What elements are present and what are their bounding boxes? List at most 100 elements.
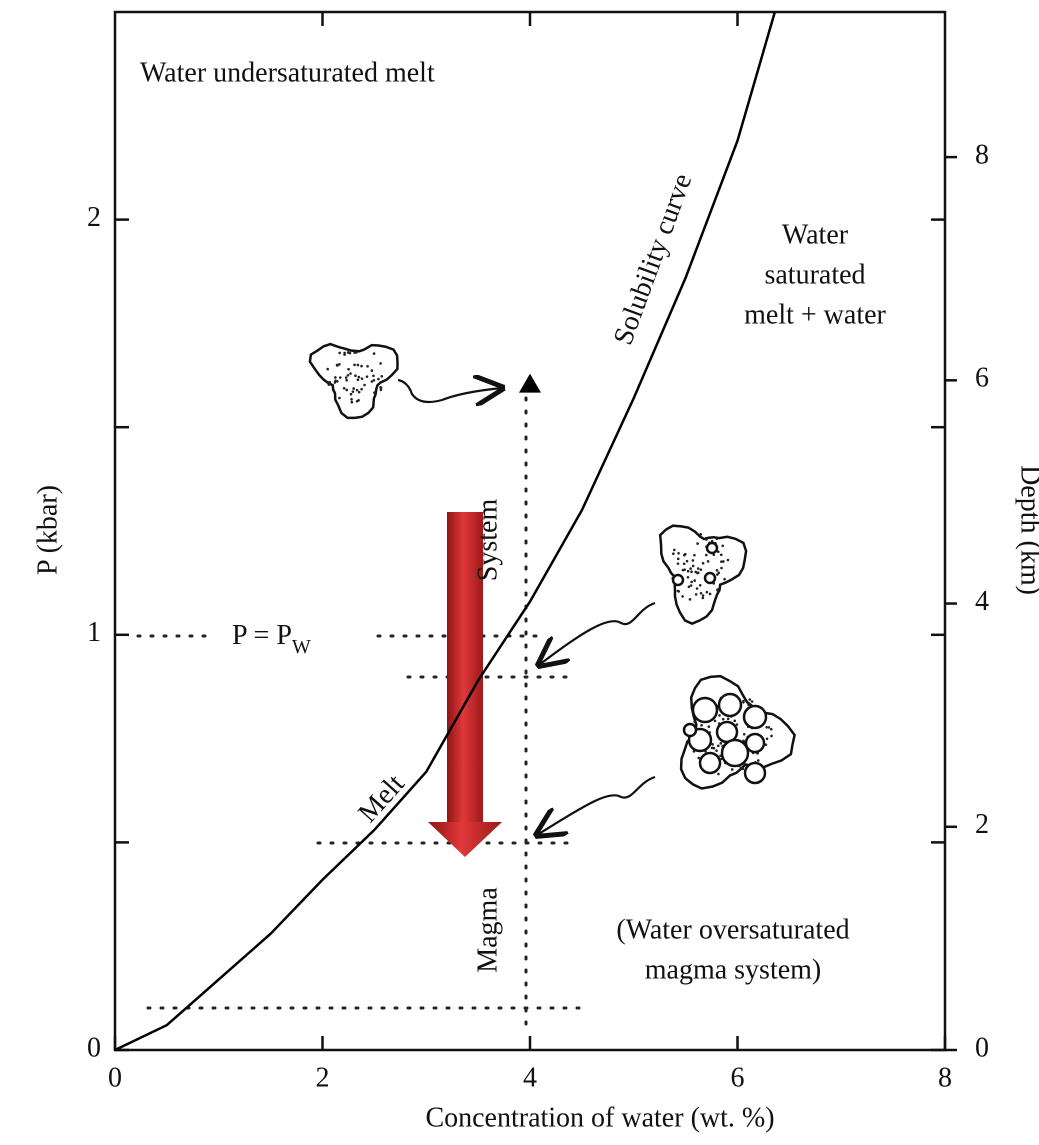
blob-dot [717,571,721,575]
blob-dot [756,759,760,762]
blob-dot [688,598,692,601]
blob-dot [718,714,721,717]
blob-dot [698,583,702,587]
blob-dot [366,364,369,368]
blob-dot [372,374,375,378]
bubble [744,732,766,754]
y2-axis-label: Depth (km) [1015,465,1039,595]
blob-dot [730,768,734,771]
blob-dot [363,383,366,387]
blob-dot [733,719,737,723]
blob-dot [712,746,716,750]
marker [519,373,541,393]
blob-dot [710,746,714,750]
blob-dot [735,723,739,726]
blob-dot [685,559,689,563]
blob-dot [682,562,686,566]
annotation: Water [782,219,849,250]
annotation: melt + water [744,299,886,330]
magma-blobs [308,342,796,790]
blob-dot [691,564,695,568]
blob-dot [681,568,685,572]
blob-dot [704,553,708,557]
blob-dot [347,367,350,371]
y2-tick-label: 0 [975,1032,989,1063]
annotation: magma system) [645,954,822,985]
blob-dot [701,561,705,565]
pressure-label: P = PW [232,620,311,657]
blob-dot [672,552,675,556]
blob-dot [705,590,709,594]
blob-dot [705,538,708,541]
annotation: Melt [352,768,411,828]
bubble [717,692,743,718]
blob-dot [355,388,359,392]
blob-dot [351,390,355,393]
blob-dot [750,700,754,703]
blob-dot [716,588,719,592]
blob-dot [694,570,698,574]
annotation: Solubility curve [608,170,699,349]
blob-dot [379,388,383,392]
blob-dot [695,587,699,590]
blob-dot [739,766,743,770]
blob-dot [360,377,364,380]
blob-dot [715,537,719,541]
blob-dot [353,363,356,367]
blob-dot [354,374,357,378]
bubble [743,761,767,785]
blob-dot [345,378,348,382]
blob-dot [348,351,352,355]
blob-dot [344,376,348,379]
blob-dot [716,573,719,576]
red-arrow [428,512,502,857]
blob-dot [742,732,746,736]
y2-tick-label: 4 [975,586,989,617]
blob-dot [690,570,693,574]
blob-dot [717,744,720,748]
blob-dot [748,698,752,701]
blob-dot [693,720,696,724]
annotation: System [472,499,503,582]
blob-dot [722,560,725,563]
blob-dot [356,363,360,367]
x-tick-label: 2 [316,1062,330,1093]
bubble [682,722,698,738]
annotation: (Water oversaturated [616,914,849,945]
blob-dot [741,767,745,771]
blob-dot [687,585,691,589]
blob-dot [715,569,719,572]
bubble [703,571,717,585]
blob-dot [349,392,353,396]
blob-dot [769,727,773,731]
blob-dot [720,566,723,570]
x-tick-label: 0 [108,1062,122,1093]
blob-dot [677,551,680,555]
bubble [691,696,719,724]
blob-dot [326,367,329,371]
bubble [698,751,722,775]
wiggle-arrows [397,380,656,835]
blob-dot [380,374,384,378]
x-tick-label: 8 [938,1062,952,1093]
blob-dot [338,376,342,379]
blob-dot [720,560,723,563]
blob-dot [701,596,705,600]
blob-dot [350,398,353,401]
blob-dot [338,396,341,400]
x-axis-label: Concentration of water (wt. %) [425,1102,774,1133]
y2-tick-label: 6 [975,363,989,394]
y-tick-label: 2 [87,202,101,233]
blob-dot [379,362,382,365]
y2-tick-label: 8 [975,140,989,171]
guide-lines [136,396,590,1032]
blob-dot [716,550,720,554]
solubility-curve [114,11,777,1052]
blob-dot [338,363,341,366]
annotation: Magma [472,887,503,973]
blob-dot [357,375,361,379]
blob-dot [328,380,332,384]
blob-dot [765,726,768,729]
blob-dot [693,553,696,557]
blob-dot [689,584,693,587]
